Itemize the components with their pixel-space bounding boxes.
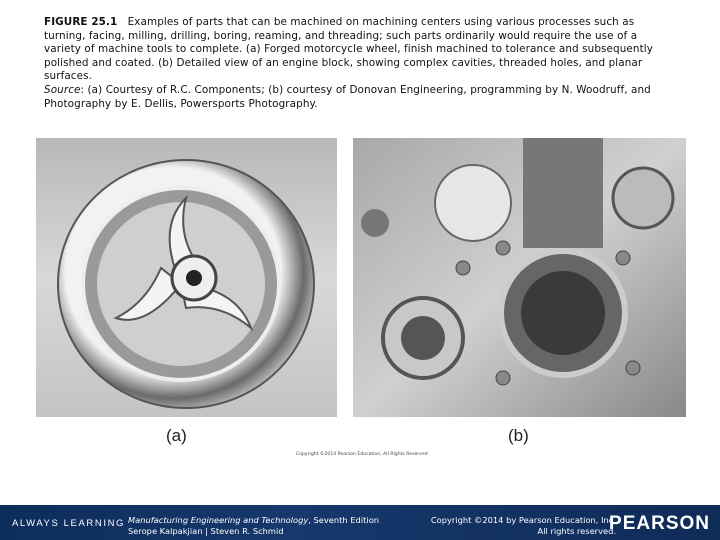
rights: All rights reserved.	[537, 526, 616, 536]
caption-text: Examples of parts that can be machined o…	[44, 16, 653, 83]
logo: PEARSON	[609, 513, 710, 534]
caption: FIGURE 25.1 Examples of parts that can b…	[44, 16, 676, 111]
engine-photo	[353, 138, 686, 417]
caption-label: FIGURE 25.1	[44, 16, 118, 28]
source-text: : (a) Courtesy of R.C. Components; (b) c…	[44, 83, 651, 110]
footer: ALWAYS LEARNING Manufacturing Engineerin…	[0, 505, 720, 540]
source-label: Source	[44, 83, 81, 96]
copyright-line: Copyright ©2014 by Pearson Education, In…	[430, 515, 616, 525]
book-title: Manufacturing Engineering and Technology	[128, 515, 309, 525]
image-credit: Copyright ©2014 Pearson Education, All R…	[296, 452, 428, 457]
wheel-photo	[36, 138, 337, 417]
panel-label: (b)	[508, 426, 529, 445]
tagline: ALWAYS LEARNING	[12, 518, 126, 529]
copyright: Copyright ©2014 by Pearson Education, In…	[431, 515, 616, 537]
panel-label: (a)	[166, 426, 187, 445]
authors: Serope Kalpakjian | Steven R. Schmid	[128, 526, 284, 536]
book-info: Manufacturing Engineering and Technology…	[128, 515, 379, 537]
edition: , Seventh Edition	[308, 515, 380, 525]
